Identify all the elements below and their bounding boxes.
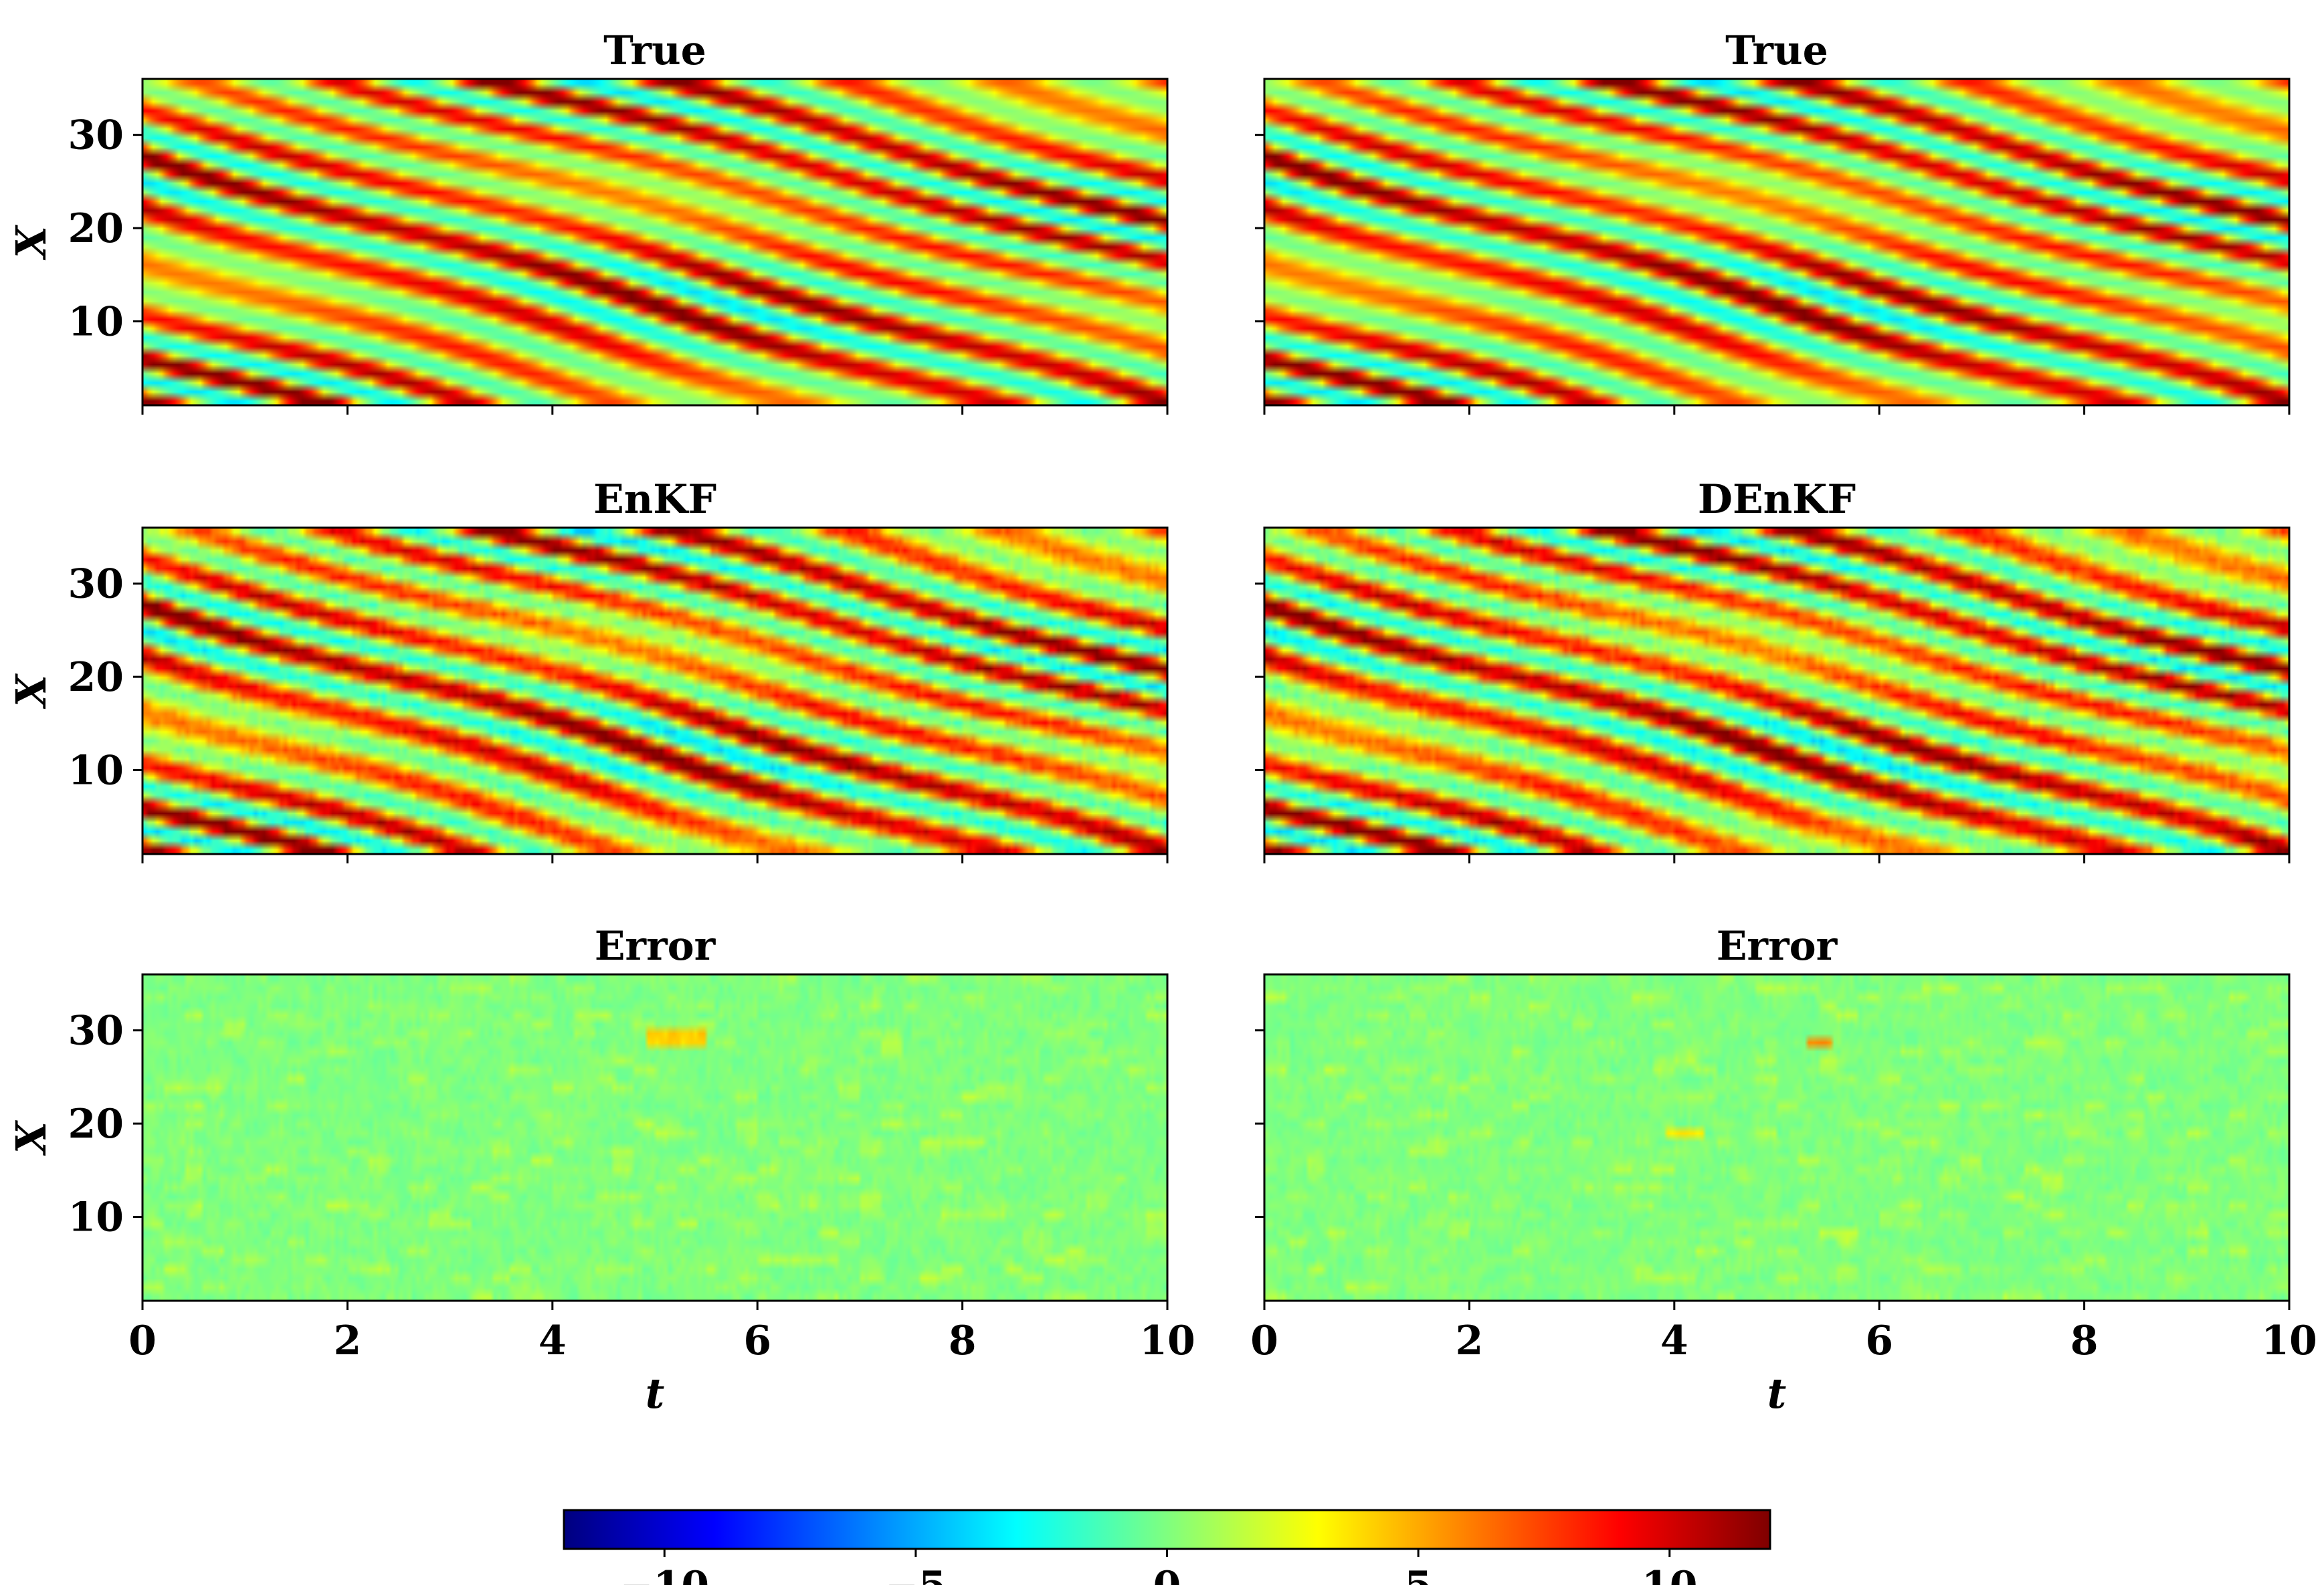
colorbar-tick-label: 0 <box>1153 1563 1181 1585</box>
axes-frame <box>141 526 1169 855</box>
x-axis-label: t <box>646 1369 665 1418</box>
panel-title: True <box>1725 27 1828 74</box>
panel-5-error: Error 0 2 4 6 8 10 t <box>1250 923 2317 1418</box>
y-axis-label: X <box>7 224 56 261</box>
heatmap-true <box>142 79 1167 405</box>
x-tick-label: 8 <box>949 1317 977 1364</box>
y-tick-label: 30 <box>68 1008 124 1055</box>
x-tick-label: 10 <box>2261 1317 2317 1364</box>
panel-title: True <box>603 27 706 74</box>
axes-frame <box>1263 78 2291 407</box>
colorbar: −10 −5 0 5 10 <box>563 1509 1771 1585</box>
y-axis-label: X <box>7 673 56 710</box>
heatmap-enkf <box>142 528 1167 854</box>
colorbar-tick-label: 10 <box>1642 1563 1698 1585</box>
y-tick-label: 20 <box>68 654 124 701</box>
panel-title: Error <box>1717 923 1838 970</box>
x-tick-label: 6 <box>1865 1317 1893 1364</box>
colorbar-tick-label: −10 <box>619 1563 709 1585</box>
x-tick-label: 2 <box>1456 1317 1484 1364</box>
axes-frame <box>1263 973 2291 1302</box>
axes-frame <box>141 973 1169 1302</box>
heatmap-denkf <box>1264 528 2289 854</box>
panel-4-error: Error 0 2 4 6 8 10 10 20 30 Xt <box>7 923 1195 1418</box>
heatmap-error <box>1264 974 2289 1301</box>
x-tick-label: 6 <box>743 1317 771 1364</box>
y-tick-label: 30 <box>68 112 124 159</box>
y-tick-label: 10 <box>68 299 124 346</box>
y-tick-label: 20 <box>68 1101 124 1148</box>
panel-0-true: True 10 20 30 X <box>7 27 1169 415</box>
x-axis-label: t <box>1767 1369 1787 1418</box>
y-tick-label: 10 <box>68 748 124 795</box>
heatmap-true <box>1264 79 2289 405</box>
colorbar-tick-label: 5 <box>1404 1563 1432 1585</box>
colorbar-tick-label: −5 <box>885 1563 947 1585</box>
axes-frame <box>1263 526 2291 855</box>
y-tick-label: 10 <box>68 1194 124 1241</box>
y-tick-label: 20 <box>68 205 124 252</box>
x-tick-label: 0 <box>128 1317 157 1364</box>
panel-2-enkf: EnKF 10 20 30 X <box>7 476 1169 863</box>
panel-1-true: True <box>1255 27 2291 415</box>
colorbar-gradient <box>564 1510 1770 1549</box>
heatmap-error <box>142 974 1167 1301</box>
panel-title: DEnKF <box>1698 476 1856 523</box>
x-tick-label: 2 <box>334 1317 362 1364</box>
y-tick-label: 30 <box>68 561 124 608</box>
axes-frame <box>141 78 1169 407</box>
x-tick-label: 8 <box>2070 1317 2099 1364</box>
x-tick-label: 10 <box>1139 1317 1195 1364</box>
x-tick-label: 0 <box>1250 1317 1278 1364</box>
panel-3-denkf: DEnKF <box>1255 476 2291 863</box>
x-tick-label: 4 <box>539 1317 567 1364</box>
panel-title: EnKF <box>593 476 716 523</box>
panel-title: Error <box>595 923 716 970</box>
y-axis-label: X <box>7 1120 56 1156</box>
x-tick-label: 4 <box>1660 1317 1688 1364</box>
